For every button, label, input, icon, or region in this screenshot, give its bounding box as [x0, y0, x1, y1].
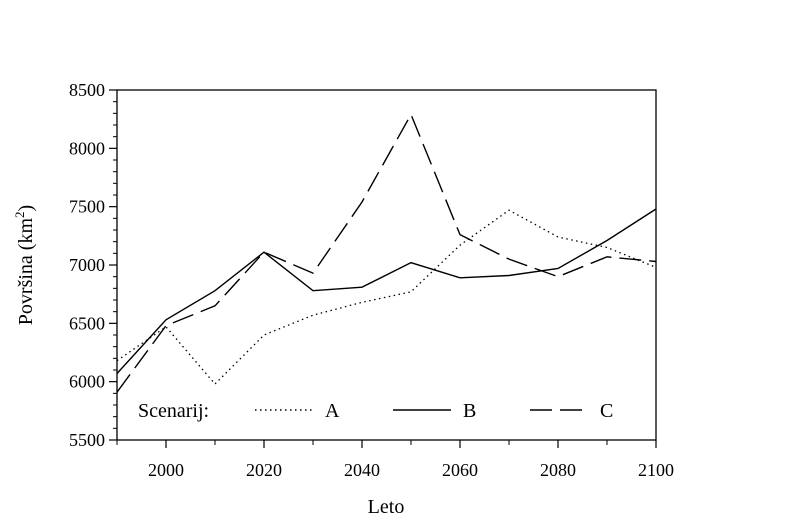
y-tick-label: 5500 — [69, 430, 105, 450]
x-axis: 2000 2020 2040 2060 2080 2100 — [116, 440, 674, 480]
y-tick-label: 6000 — [69, 372, 105, 392]
y-axis: 5500 6000 6500 7000 7500 8000 8500 — [69, 80, 117, 450]
legend-label-b: B — [463, 400, 476, 422]
y-axis-title: Površina (km2) — [12, 205, 37, 325]
series-line-c — [116, 112, 657, 393]
y-axis-title-superscript: 2 — [12, 211, 27, 218]
legend-label-a: A — [325, 400, 340, 422]
x-tick-label: 2020 — [246, 460, 282, 480]
series-line-a — [116, 209, 657, 385]
x-tick-label: 2000 — [148, 460, 184, 480]
y-tick-label: 6500 — [69, 313, 105, 333]
y-tick-label: 7500 — [69, 197, 105, 217]
x-tick-label: 2040 — [344, 460, 380, 480]
legend: Scenarij: A B C — [138, 400, 613, 422]
series-layer — [116, 112, 657, 393]
y-axis-title-main: Površina (km — [15, 218, 37, 326]
y-tick-label: 7000 — [69, 255, 105, 275]
legend-title: Scenarij: — [138, 400, 209, 422]
x-tick-label: 2060 — [442, 460, 478, 480]
plot-frame — [116, 89, 657, 441]
y-tick-label: 8500 — [69, 80, 105, 100]
x-tick-label: 2080 — [540, 460, 576, 480]
y-tick-label: 8000 — [69, 138, 105, 158]
series-line-b — [116, 208, 657, 374]
y-axis-title-close: ) — [15, 205, 37, 212]
x-tick-label: 2100 — [638, 460, 674, 480]
x-axis-title: Leto — [368, 496, 405, 518]
legend-label-c: C — [600, 400, 613, 422]
